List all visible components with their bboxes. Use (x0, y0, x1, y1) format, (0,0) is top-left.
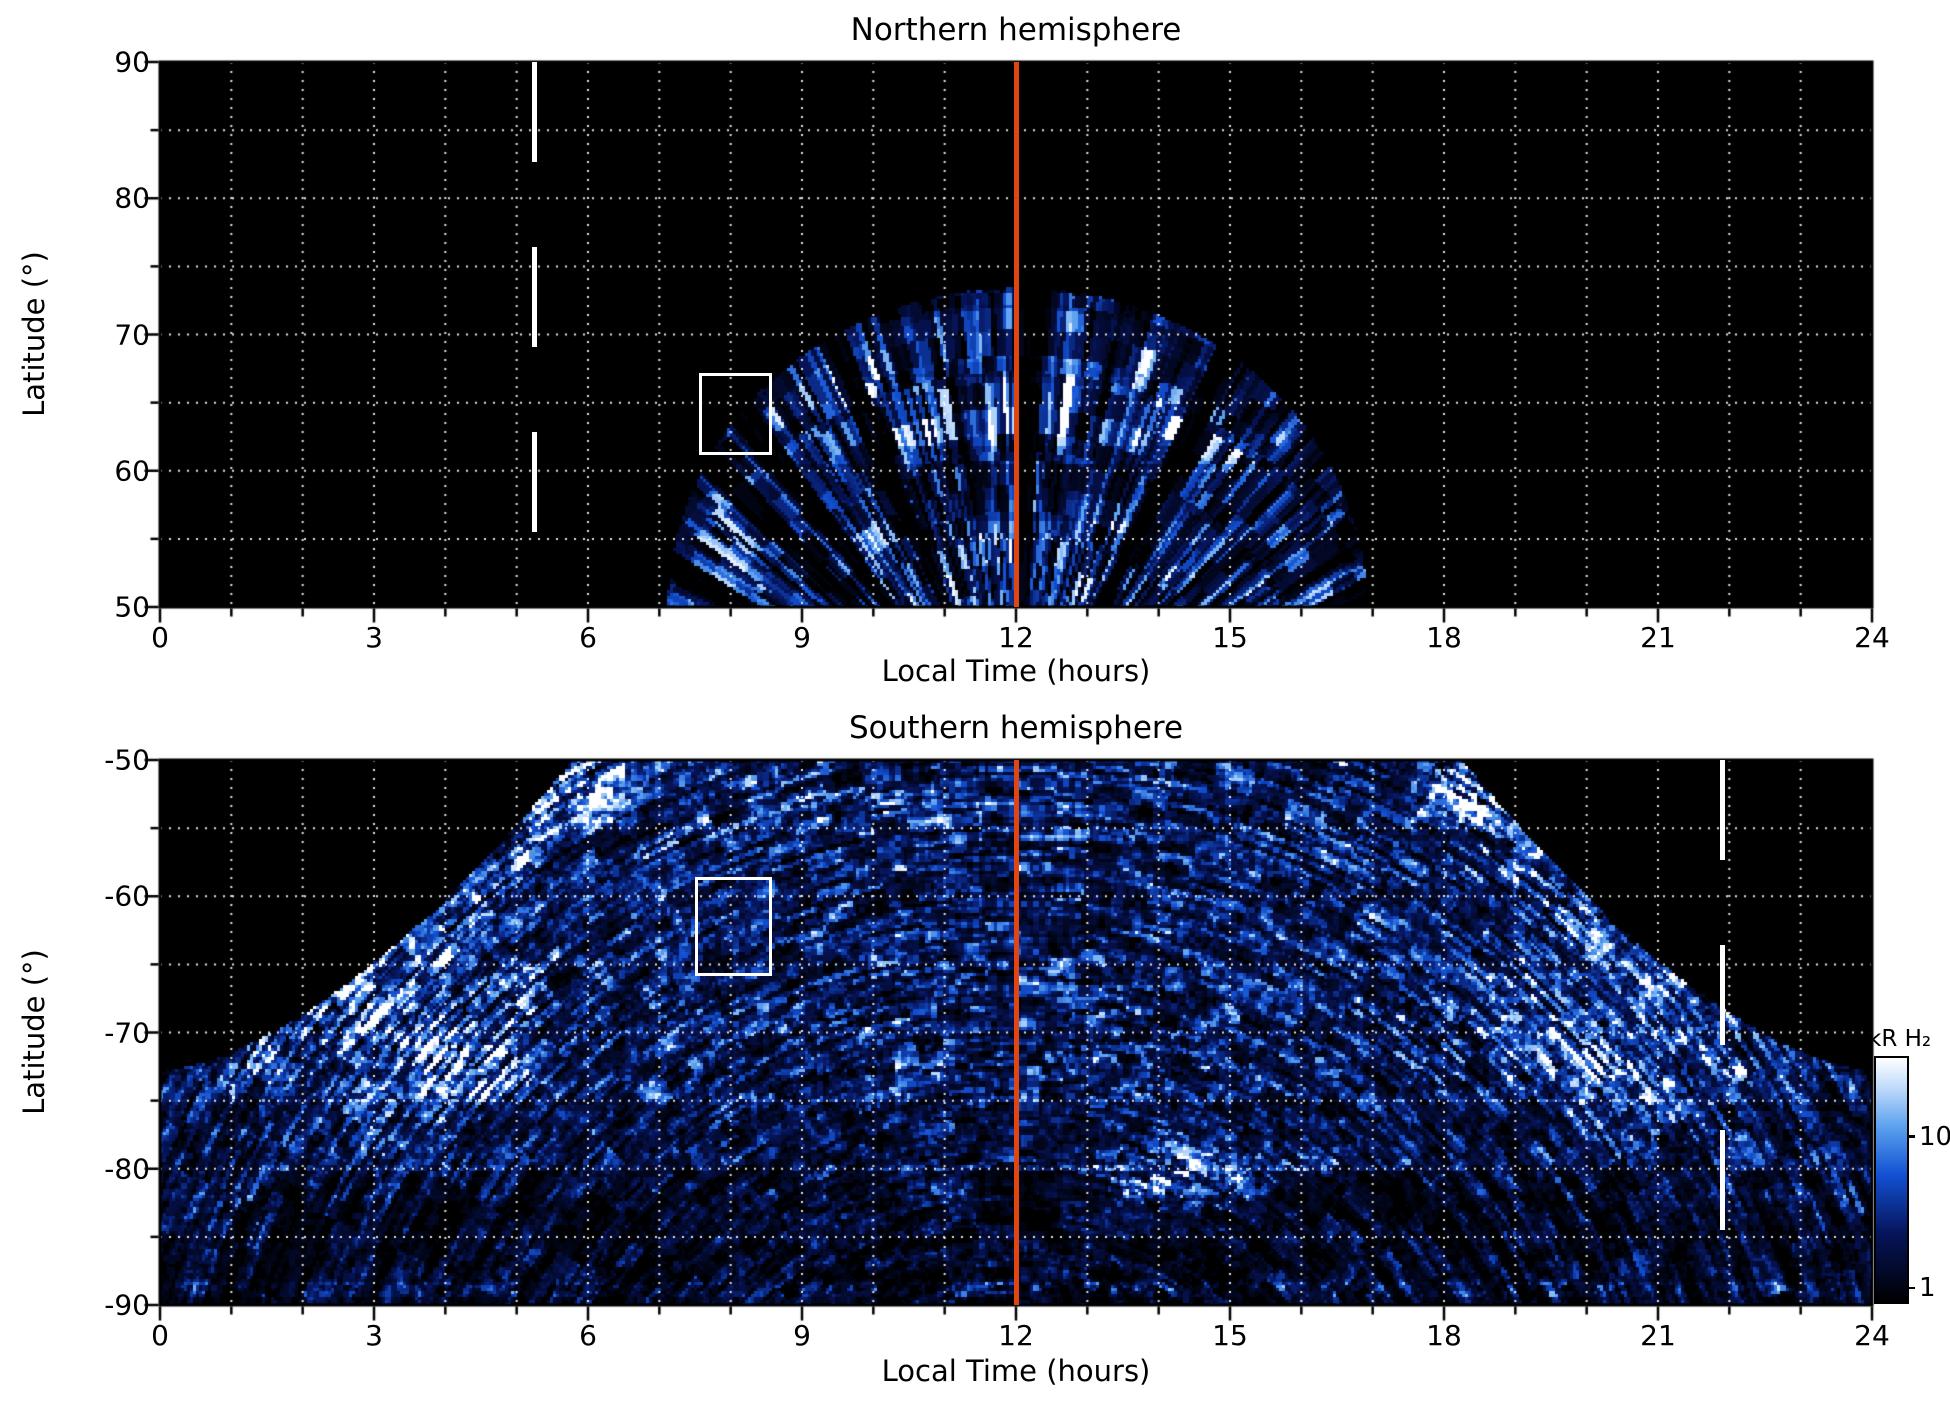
south-xaxis-label: Local Time (hours) (881, 1354, 1151, 1388)
north-panel-title: Northern hemisphere (850, 12, 1182, 48)
north-xaxis-label: Local Time (hours) (881, 654, 1151, 688)
southern-hemisphere-panel (160, 760, 1872, 1305)
south-panel-title: Southern hemisphere (848, 710, 1184, 746)
north-yaxis-label: Latitude (°) (17, 251, 51, 417)
south-yaxis-label: Latitude (°) (17, 949, 51, 1115)
northern-hemisphere-panel (160, 62, 1872, 607)
colorbar-label: kR H₂ (1868, 1026, 1932, 1052)
colorbar (1874, 1056, 1909, 1304)
